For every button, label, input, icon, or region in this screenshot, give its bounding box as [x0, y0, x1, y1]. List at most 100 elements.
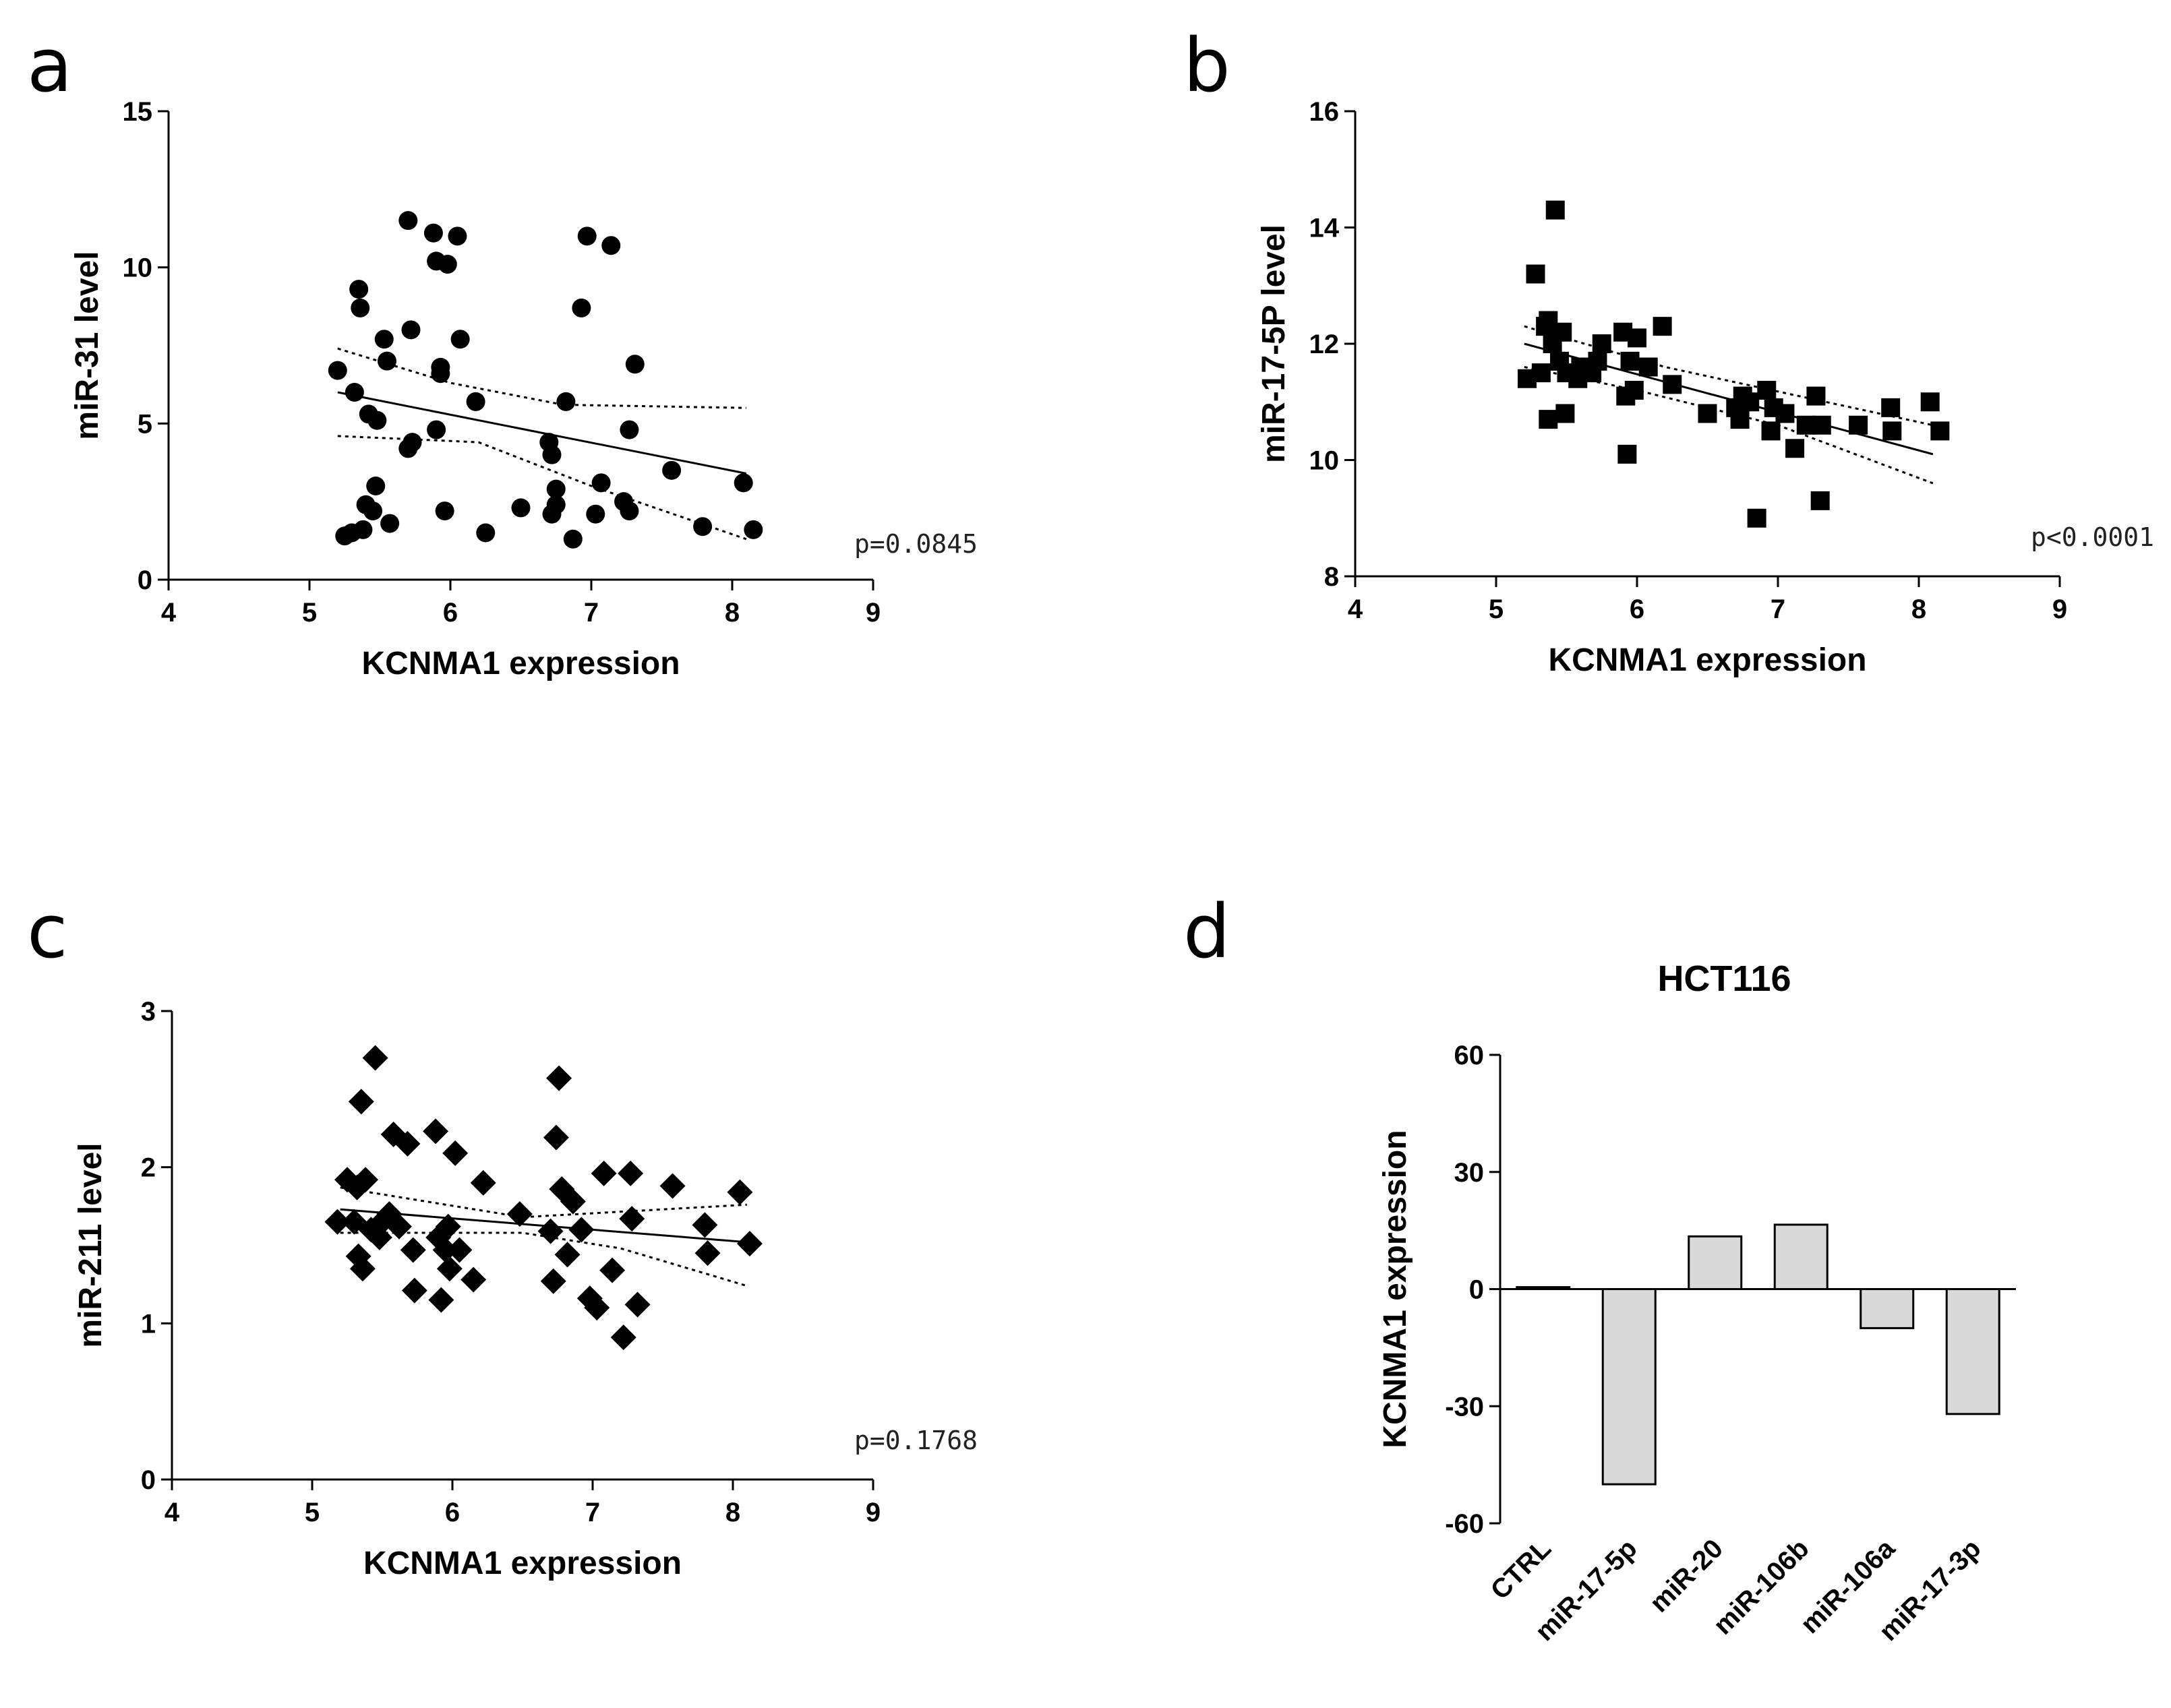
- p-value-label: p=0.1768: [854, 1426, 978, 1455]
- data-point: [466, 392, 485, 411]
- data-point: [546, 1065, 572, 1091]
- y-tick-label: 8: [1324, 562, 1339, 592]
- y-tick-label: 14: [1309, 214, 1340, 243]
- data-point: [1920, 392, 1940, 412]
- p-value-label: p=0.0845: [854, 529, 978, 559]
- data-point: [1882, 421, 1902, 441]
- data-point: [460, 1267, 487, 1293]
- data-point: [351, 298, 370, 317]
- category-label: CTRL: [1485, 1533, 1557, 1606]
- data-point: [427, 420, 446, 439]
- scatter-panel-c: 4 5 6 7 8 9 0 1 2 3 KCNMA1 expression miR-211 level…: [73, 997, 978, 1581]
- data-point: [625, 355, 645, 374]
- data-point: [736, 1231, 763, 1257]
- data-point: [442, 1140, 469, 1166]
- data-point: [1775, 404, 1795, 423]
- data-point: [423, 1118, 449, 1145]
- panel-label-c: c: [27, 888, 67, 975]
- data-point: [1592, 334, 1611, 353]
- y-tick-label: 10: [1309, 446, 1340, 476]
- x-tick-label: 7: [585, 1498, 600, 1527]
- data-point: [543, 1124, 569, 1151]
- confidence-band-upper: [1524, 325, 1934, 427]
- data-point: [618, 1160, 644, 1186]
- y-tick-label: 60: [1454, 1041, 1485, 1070]
- y-tick-label: 0: [141, 1465, 156, 1495]
- data-point: [1881, 398, 1901, 417]
- data-point: [540, 1268, 566, 1294]
- data-point: [345, 383, 364, 402]
- data-point: [591, 1160, 617, 1186]
- data-point: [386, 1213, 412, 1240]
- data-point: [584, 1295, 610, 1321]
- data-point: [599, 1257, 626, 1283]
- data-point: [1849, 415, 1868, 435]
- data-point: [366, 1224, 392, 1250]
- x-tick-label: 6: [445, 1498, 460, 1527]
- x-tick-label: 8: [1911, 594, 1926, 624]
- data-point: [1730, 410, 1750, 429]
- data-point: [1812, 415, 1831, 435]
- data-point: [727, 1179, 753, 1205]
- data-point: [1526, 264, 1545, 284]
- confidence-band-lower: [340, 1231, 748, 1287]
- data-point: [328, 361, 347, 380]
- y-tick-label: 2: [141, 1153, 156, 1183]
- bar-mir-106b: [1773, 1223, 1828, 1290]
- bar-panel-d: HCT116 -60 -30 0 30 60 KCNMA1 expression CTRL mi…: [1377, 958, 2016, 1647]
- scatter-panel-b: 4 5 6 7 8 9 8 10 12 14 16 KCNMA1 expression miR-17-5…: [1256, 97, 2154, 678]
- panel-label-d: d: [1183, 888, 1230, 975]
- data-point: [349, 1256, 376, 1282]
- y-axis-title: KCNMA1 expression: [1377, 1130, 1413, 1448]
- data-point: [511, 498, 531, 518]
- data-point: [431, 357, 450, 377]
- x-tick-label: 8: [725, 1498, 740, 1527]
- data-point: [448, 226, 467, 246]
- x-axis-title: KCNMA1 expression: [363, 1546, 682, 1581]
- data-point: [620, 420, 639, 439]
- data-point: [601, 236, 621, 255]
- y-tick-label: 5: [138, 409, 152, 439]
- data-point: [348, 1089, 374, 1115]
- data-point: [546, 479, 566, 499]
- data-point: [1531, 363, 1551, 383]
- data-point: [619, 1206, 645, 1232]
- y-tick-label: -60: [1445, 1509, 1484, 1539]
- data-point: [1806, 386, 1826, 406]
- data-point: [470, 1169, 496, 1196]
- data-point: [546, 495, 566, 514]
- bar-mir-17-5p: [1601, 1288, 1657, 1486]
- data-point: [435, 1213, 461, 1240]
- data-point: [401, 1277, 427, 1304]
- data-point: [450, 330, 470, 349]
- y-tick-label: 30: [1454, 1158, 1485, 1188]
- panel-label-a: a: [27, 22, 72, 109]
- data-point: [1553, 322, 1572, 342]
- panel-label-b: b: [1183, 22, 1230, 109]
- data-point: [446, 1237, 473, 1263]
- data-point: [744, 520, 763, 539]
- bar-mir-17-3p: [1945, 1288, 2000, 1415]
- y-axis-title: miR-17-5P level: [1256, 224, 1292, 463]
- data-point: [1930, 421, 1950, 441]
- y-tick-label: -30: [1445, 1392, 1484, 1422]
- confidence-band-upper: [340, 1186, 747, 1219]
- p-value-label: p<0.0001: [2031, 522, 2154, 552]
- data-point: [537, 1218, 564, 1244]
- data-point: [1539, 410, 1558, 429]
- regression-line: [337, 391, 747, 475]
- data-point: [1628, 328, 1646, 348]
- data-point: [1545, 200, 1565, 220]
- y-axis-title: miR-211 level: [73, 1142, 109, 1347]
- data-point: [693, 517, 713, 537]
- data-point: [624, 1291, 651, 1318]
- x-tick-label: 4: [165, 1498, 180, 1527]
- x-tick-label: 5: [1489, 594, 1504, 624]
- x-tick-label: 6: [1630, 594, 1644, 624]
- data-point: [380, 514, 400, 533]
- data-point: [1747, 508, 1766, 528]
- confidence-band-upper: [337, 347, 746, 409]
- data-point: [556, 392, 576, 411]
- data-point: [610, 1324, 636, 1351]
- y-tick-label: 10: [123, 253, 153, 283]
